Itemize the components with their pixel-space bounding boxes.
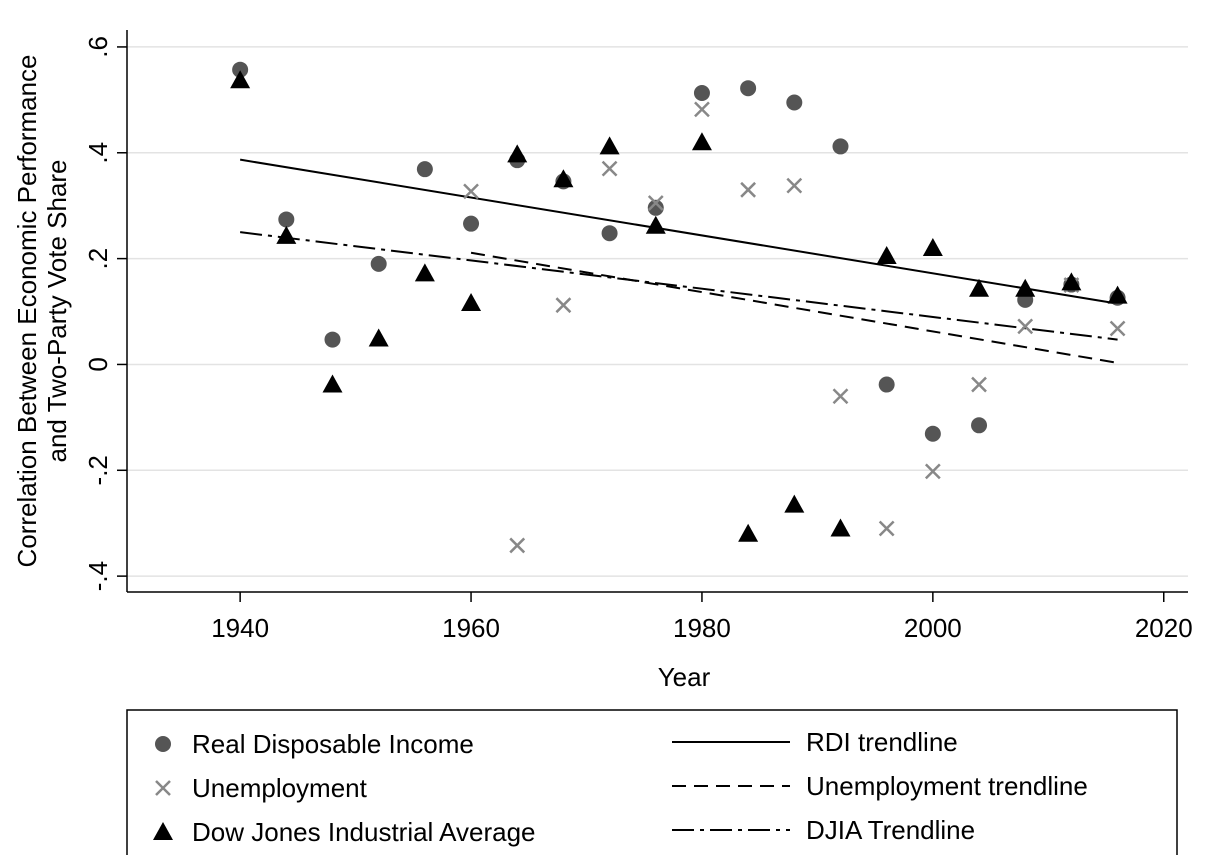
data-point <box>1017 318 1034 335</box>
data-point <box>832 138 849 155</box>
y-tick-label: .2 <box>83 248 113 270</box>
x-tick-label: 1980 <box>673 613 731 643</box>
data-point <box>232 61 249 78</box>
legend-marker <box>155 736 171 752</box>
data-point <box>645 215 666 234</box>
data-point <box>278 211 295 228</box>
y-axis-title: and Two-Party Vote Share <box>42 159 72 462</box>
data-point <box>276 225 297 244</box>
x-tick-label: 2000 <box>904 613 962 643</box>
data-point <box>784 494 805 513</box>
data-point <box>969 278 990 297</box>
data-point <box>740 181 757 198</box>
data-point <box>553 169 574 188</box>
legend-marker <box>153 822 173 840</box>
x-axis-title: Year <box>658 662 711 692</box>
data-point <box>924 425 941 442</box>
data-point <box>324 331 341 348</box>
data-point <box>878 520 895 537</box>
x-tick-label: 2020 <box>1135 613 1193 643</box>
data-point <box>647 195 664 211</box>
data-point <box>1107 285 1128 304</box>
data-point <box>601 160 618 177</box>
data-point <box>694 101 710 118</box>
legend-label: DJIA Trendline <box>806 815 975 845</box>
data-point <box>738 523 759 542</box>
data-point <box>693 84 710 101</box>
y-tick-label: -.4 <box>83 561 113 591</box>
data-point <box>461 293 482 312</box>
trendline <box>239 158 1118 305</box>
data-point <box>599 136 620 155</box>
data-point <box>878 376 895 393</box>
data-point <box>971 376 987 393</box>
data-point <box>322 374 343 393</box>
data-point <box>830 518 851 537</box>
legend-label: Unemployment trendline <box>806 771 1088 801</box>
legend-label: Dow Jones Industrial Average <box>192 817 536 847</box>
x-tick-label: 1960 <box>442 613 500 643</box>
data-point <box>1109 320 1126 337</box>
data-point <box>740 80 757 97</box>
data-point <box>1061 272 1082 291</box>
data-point <box>786 94 803 111</box>
data-point <box>832 388 849 405</box>
y-tick-label: -.2 <box>83 455 113 485</box>
data-point <box>370 255 387 272</box>
data-point <box>1015 278 1036 297</box>
data-point <box>691 132 712 151</box>
data-point <box>555 297 572 314</box>
data-point <box>601 225 618 242</box>
y-tick-label: .6 <box>83 36 113 58</box>
y-axis-title: Correlation Between Economic Performance <box>12 54 42 567</box>
data-point <box>876 245 897 264</box>
data-point <box>463 215 480 232</box>
data-point <box>230 70 251 89</box>
legend-label: Real Disposable Income <box>192 729 474 759</box>
legend-label: Unemployment <box>192 773 368 803</box>
x-tick-label: 1940 <box>211 613 269 643</box>
data-point <box>414 263 435 282</box>
data-point <box>647 199 664 216</box>
data-point <box>922 238 943 257</box>
data-point <box>509 537 526 554</box>
data-point <box>368 328 389 347</box>
y-tick-label: 0 <box>83 357 113 371</box>
data-point <box>507 144 528 163</box>
trendline <box>240 231 1118 341</box>
data-point <box>463 183 479 200</box>
legend-marker <box>155 780 171 796</box>
data-point <box>924 463 941 480</box>
data-point <box>416 161 433 178</box>
data-point <box>971 417 988 434</box>
data-point <box>786 177 803 194</box>
legend-box <box>126 709 1178 860</box>
legend-label: RDI trendline <box>806 727 958 757</box>
y-tick-label: .4 <box>83 142 113 164</box>
